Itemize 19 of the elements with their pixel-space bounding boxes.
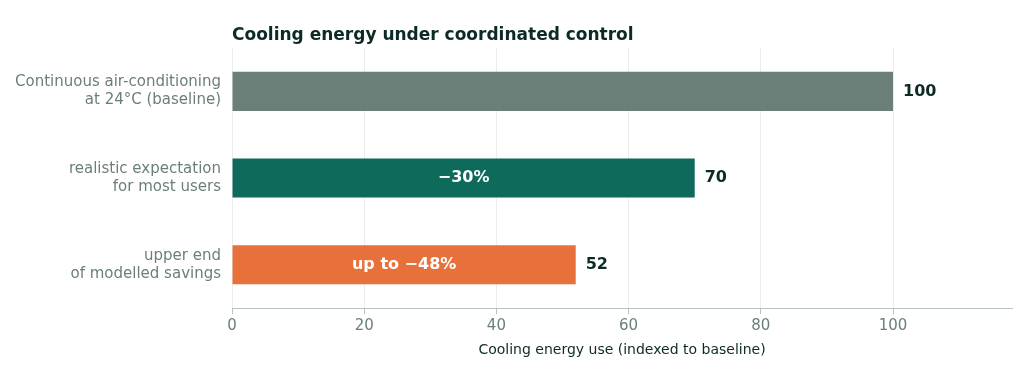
data-label: 70: [704, 167, 727, 187]
bar: [232, 245, 576, 285]
data-label: 52: [585, 253, 608, 273]
y-tick-label: realistic expectation for most users: [68, 158, 222, 195]
y-tick-label: Continuous air-conditioning at 24°C (baseline): [15, 72, 222, 109]
x-tick-label: 40: [486, 316, 506, 335]
x-tick-label: 20: [354, 316, 374, 335]
data-label: 100: [903, 80, 937, 100]
annotation: up to −48%: [351, 253, 457, 273]
x-tick-label: 80: [751, 316, 771, 335]
chart-title: Cooling energy under coordinated control: [232, 24, 634, 44]
annotation: −30%: [437, 167, 490, 187]
x-tick-label: 0: [227, 316, 237, 335]
y-tick-label: upper end of modelled savings: [70, 245, 222, 282]
x-tick-label: 60: [619, 316, 639, 335]
x-axis-title: Cooling energy use (indexed to baseline): [478, 341, 766, 358]
bar: [232, 158, 695, 198]
x-tick-label: 100: [878, 316, 908, 335]
bar: [232, 71, 894, 111]
